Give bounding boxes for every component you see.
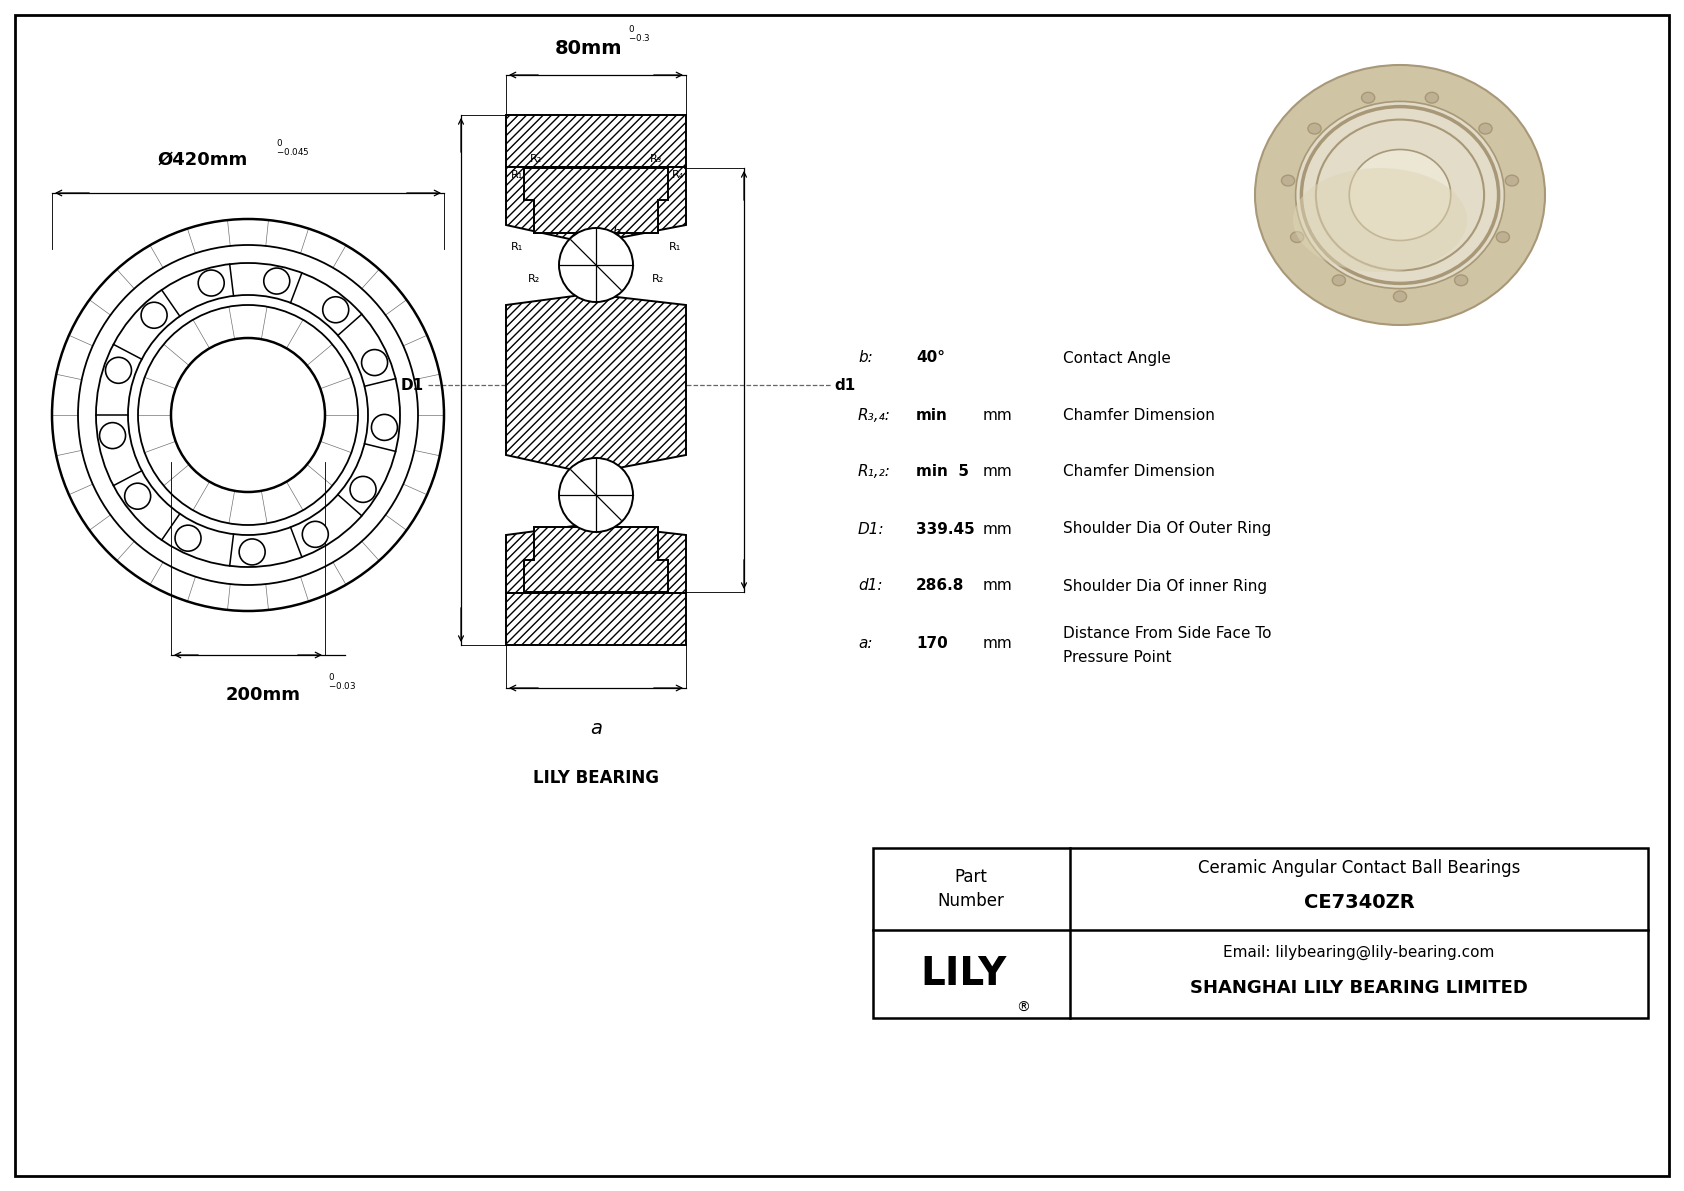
Text: Distance From Side Face To: Distance From Side Face To <box>1063 626 1271 642</box>
Text: SHANGHAI LILY BEARING LIMITED: SHANGHAI LILY BEARING LIMITED <box>1191 979 1527 997</box>
Circle shape <box>362 350 387 375</box>
Text: mm: mm <box>983 407 1012 423</box>
Ellipse shape <box>1455 275 1468 286</box>
Text: R₂: R₂ <box>529 274 541 283</box>
Text: mm: mm <box>983 464 1012 480</box>
Text: Chamfer Dimension: Chamfer Dimension <box>1063 407 1214 423</box>
Polygon shape <box>524 526 669 592</box>
Ellipse shape <box>1282 175 1295 186</box>
Bar <box>872 848 1649 1018</box>
Ellipse shape <box>1505 175 1519 186</box>
Text: Email: lilybearing@lily-bearing.com: Email: lilybearing@lily-bearing.com <box>1223 944 1495 960</box>
Text: $^{0}_{-0.045}$: $^{0}_{-0.045}$ <box>276 139 310 160</box>
Text: 200mm: 200mm <box>226 686 300 704</box>
Text: LILY BEARING: LILY BEARING <box>534 769 658 787</box>
Text: 80mm: 80mm <box>554 38 621 57</box>
Text: Ceramic Angular Contact Ball Bearings: Ceramic Angular Contact Ball Bearings <box>1197 859 1521 877</box>
Text: R₁: R₁ <box>669 242 680 252</box>
Text: D1: D1 <box>401 378 424 393</box>
Text: Chamfer Dimension: Chamfer Dimension <box>1063 464 1214 480</box>
Text: d1:: d1: <box>859 579 882 593</box>
Polygon shape <box>505 167 685 248</box>
Polygon shape <box>524 168 669 233</box>
Circle shape <box>106 357 131 384</box>
Ellipse shape <box>1295 101 1504 288</box>
Polygon shape <box>505 593 685 646</box>
Ellipse shape <box>1393 291 1406 301</box>
Ellipse shape <box>1308 123 1322 135</box>
Text: $^{0}_{-0.03}$: $^{0}_{-0.03}$ <box>328 673 357 693</box>
Ellipse shape <box>1497 232 1509 243</box>
Text: mm: mm <box>983 579 1012 593</box>
Ellipse shape <box>1425 93 1438 104</box>
Polygon shape <box>505 518 685 593</box>
Circle shape <box>99 423 126 449</box>
Text: min  5: min 5 <box>916 464 968 480</box>
Text: R₃: R₃ <box>650 154 662 164</box>
Polygon shape <box>505 116 685 167</box>
Circle shape <box>175 525 200 551</box>
Text: R₁: R₁ <box>510 242 524 252</box>
Text: R₂: R₂ <box>530 154 542 164</box>
Circle shape <box>264 268 290 294</box>
Circle shape <box>559 459 633 532</box>
Circle shape <box>141 303 167 329</box>
Ellipse shape <box>1290 232 1303 243</box>
Text: R₃,₄:: R₃,₄: <box>859 407 891 423</box>
Text: Pressure Point: Pressure Point <box>1063 649 1172 665</box>
Ellipse shape <box>1349 150 1450 241</box>
Text: R₄: R₄ <box>672 170 684 180</box>
Text: Shoulder Dia Of inner Ring: Shoulder Dia Of inner Ring <box>1063 579 1266 593</box>
Text: mm: mm <box>983 522 1012 536</box>
Ellipse shape <box>1332 275 1346 286</box>
Text: $^{0}_{-0.3}$: $^{0}_{-0.3}$ <box>628 25 650 45</box>
Text: R₁: R₁ <box>510 170 524 180</box>
Text: d1: d1 <box>834 378 855 393</box>
Text: Shoulder Dia Of Outer Ring: Shoulder Dia Of Outer Ring <box>1063 522 1271 536</box>
Text: LILY: LILY <box>919 955 1005 993</box>
Text: CE7340ZR: CE7340ZR <box>1303 892 1415 911</box>
Polygon shape <box>505 288 685 478</box>
Text: 339.45: 339.45 <box>916 522 975 536</box>
Circle shape <box>559 227 633 303</box>
Text: 286.8: 286.8 <box>916 579 965 593</box>
Text: R₂: R₂ <box>652 274 663 283</box>
Text: R₁,₂:: R₁,₂: <box>859 464 891 480</box>
Text: a:: a: <box>859 636 872 650</box>
Text: ®: ® <box>1015 1000 1031 1015</box>
Text: min: min <box>916 407 948 423</box>
Text: mm: mm <box>983 636 1012 650</box>
Circle shape <box>239 540 264 565</box>
Text: 170: 170 <box>916 636 948 650</box>
Text: b: b <box>611 225 620 238</box>
Ellipse shape <box>1255 66 1544 325</box>
Circle shape <box>125 484 150 510</box>
Text: Contact Angle: Contact Angle <box>1063 350 1170 366</box>
Circle shape <box>323 297 349 323</box>
Text: Part
Number: Part Number <box>938 867 1004 910</box>
Circle shape <box>372 414 397 441</box>
Text: D1:: D1: <box>859 522 884 536</box>
Circle shape <box>199 270 224 297</box>
Circle shape <box>350 476 376 503</box>
Ellipse shape <box>1362 93 1374 104</box>
Ellipse shape <box>1479 123 1492 135</box>
Text: a: a <box>589 718 601 737</box>
Text: b:: b: <box>859 350 872 366</box>
Circle shape <box>303 522 328 548</box>
Ellipse shape <box>1293 168 1467 272</box>
Text: Ø420mm: Ø420mm <box>158 151 248 169</box>
Text: 40°: 40° <box>916 350 945 366</box>
